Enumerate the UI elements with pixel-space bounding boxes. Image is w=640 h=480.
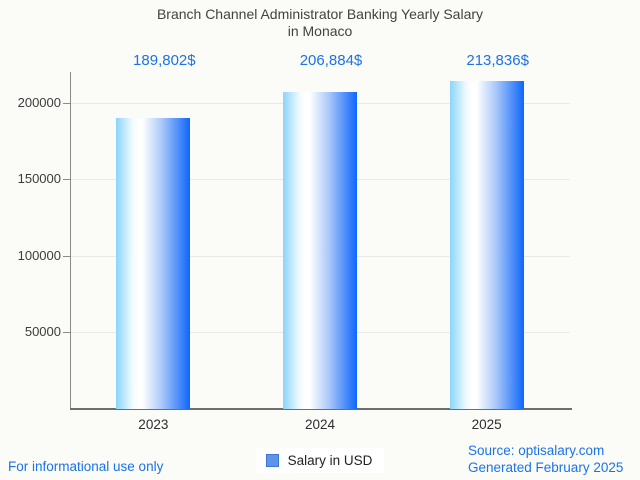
footer-disclaimer: For informational use only — [8, 459, 164, 474]
y-tick-mark-50000 — [63, 332, 70, 334]
y-tick-mark-100000 — [63, 255, 70, 257]
bar-value-label-2023: 189,802$ — [133, 52, 196, 69]
y-tick-label-150000: 150000 — [17, 171, 61, 187]
x-tick-label-2023: 2023 — [138, 417, 169, 432]
footer-source: Source: optisalary.com — [468, 443, 605, 458]
chart-title-line1: Branch Channel Administrator Banking Yea… — [156, 6, 484, 22]
x-axis-line — [70, 408, 572, 410]
y-tick-mark-150000 — [63, 179, 70, 181]
plot-area — [70, 72, 571, 409]
y-tick-label-50000: 50000 — [24, 324, 61, 340]
legend-box: Salary in USD — [255, 448, 385, 473]
bar-2023[interactable] — [116, 118, 190, 409]
bar-2024[interactable] — [283, 92, 357, 409]
x-tick-label-2025: 2025 — [471, 417, 502, 432]
x-tick-label-2024: 2024 — [304, 417, 336, 432]
footer-generated: Generated February 2025 — [468, 459, 624, 475]
y-tick-label-100000: 100000 — [17, 247, 61, 263]
chart-title: Branch Channel Administrator Banking Yea… — [0, 6, 640, 40]
y-tick-label-200000: 200000 — [17, 94, 61, 110]
legend: Salary in USD — [0, 448, 640, 473]
legend-swatch-icon — [265, 454, 279, 467]
bar-value-label-2024: 206,884$ — [299, 52, 363, 69]
footer-source-block: Source: optisalary.com Generated Februar… — [468, 443, 623, 476]
chart-title-line2: in Monaco — [287, 23, 353, 39]
legend-label: Salary in USD — [287, 453, 373, 468]
y-tick-mark-200000 — [63, 102, 70, 104]
bar-value-label-2025: 213,836$ — [466, 52, 529, 69]
bar-2025[interactable] — [450, 81, 524, 409]
